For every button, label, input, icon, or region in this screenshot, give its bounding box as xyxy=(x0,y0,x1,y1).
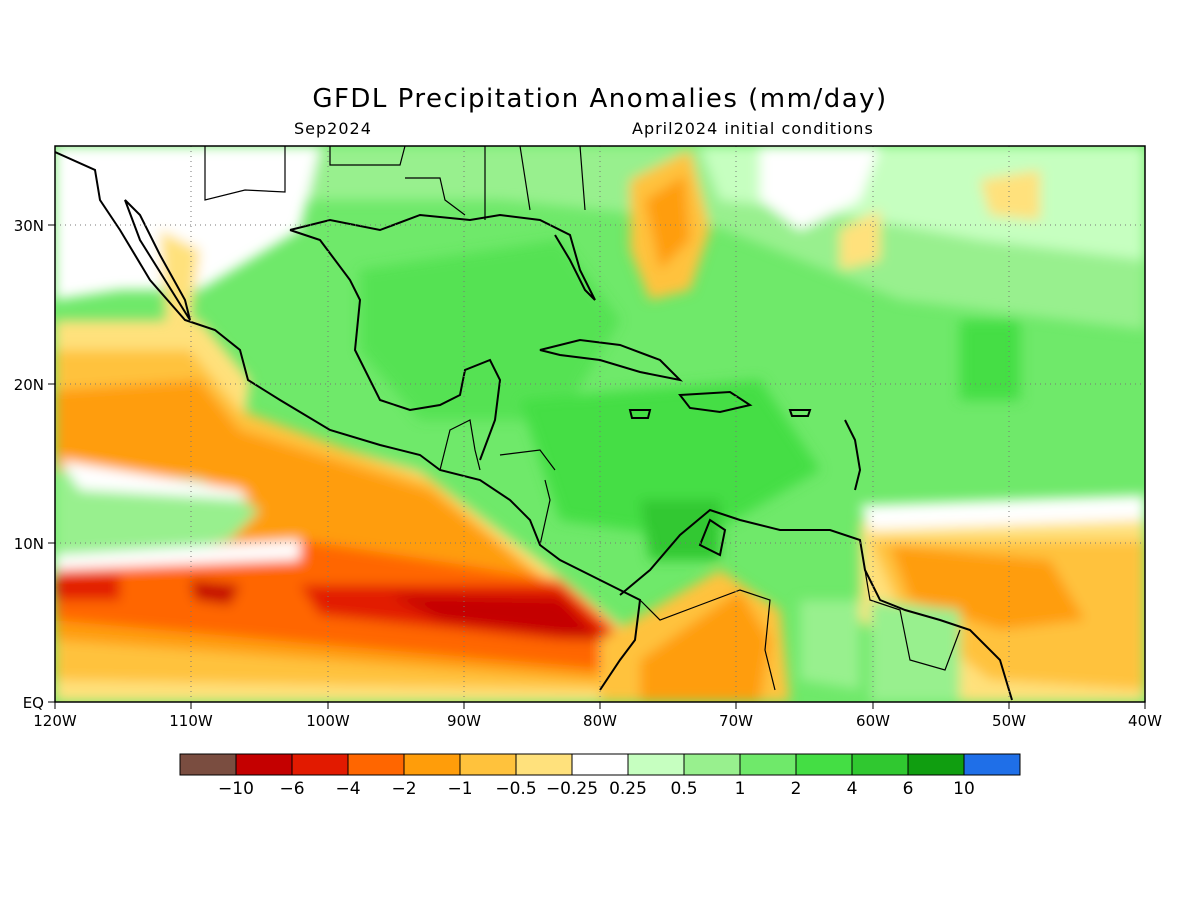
x-tick-label: 120W xyxy=(33,712,77,730)
colorbar-swatch xyxy=(347,753,405,776)
y-tick-label: EQ xyxy=(23,694,44,712)
colorbar-swatch xyxy=(963,753,1021,776)
colorbar: −10 −6 −4 −2 −1 −0.5 −0.25 0.25 0.5 1 2 4 6 10 xyxy=(179,753,1021,799)
y-tick-label: 30N xyxy=(14,217,44,235)
colorbar-label: 1 xyxy=(735,779,746,799)
y-tick-label: 10N xyxy=(14,535,44,553)
colorbar-swatch xyxy=(291,753,349,776)
coastlines xyxy=(55,151,1013,701)
colorbar-label: 4 xyxy=(847,779,858,799)
colorbar-label: −4 xyxy=(335,779,360,799)
map-title: GFDL Precipitation Anomalies (mm/day) xyxy=(312,84,888,114)
colorbar-label: −0.25 xyxy=(546,779,598,799)
colorbar-label: −6 xyxy=(279,779,304,799)
longitude-axis: 120W 110W 100W 90W 80W 70W 60W 50W 40W xyxy=(33,702,1162,730)
colorbar-swatch xyxy=(571,753,629,776)
latitude-axis: EQ 10N 20N 30N xyxy=(14,217,55,712)
colorbar-label: 6 xyxy=(903,779,914,799)
colorbar-swatch xyxy=(627,753,685,776)
colorbar-swatch xyxy=(683,753,741,776)
colorbar-swatch xyxy=(515,753,573,776)
colorbar-label: 2 xyxy=(791,779,802,799)
x-tick-label: 40W xyxy=(1128,712,1162,730)
colorbar-swatch xyxy=(235,753,293,776)
x-tick-label: 70W xyxy=(719,712,753,730)
x-tick-label: 90W xyxy=(447,712,481,730)
colorbar-label: 0.25 xyxy=(609,779,647,799)
colorbar-label: −1 xyxy=(447,779,472,799)
colorbar-label: 0.5 xyxy=(670,779,697,799)
x-tick-label: 110W xyxy=(169,712,213,730)
borders xyxy=(204,146,961,691)
colorbar-label: −2 xyxy=(391,779,416,799)
colorbar-label: 10 xyxy=(953,779,975,799)
colorbar-swatch xyxy=(851,753,909,776)
y-tick-label: 20N xyxy=(14,376,44,394)
colorbar-swatch xyxy=(403,753,461,776)
colorbar-label: −0.5 xyxy=(495,779,536,799)
anomaly-field xyxy=(55,146,1145,702)
initial-conditions-label: April2024 initial conditions xyxy=(632,119,874,138)
colorbar-swatch xyxy=(739,753,797,776)
x-tick-label: 100W xyxy=(306,712,350,730)
x-tick-label: 80W xyxy=(583,712,617,730)
x-tick-label: 60W xyxy=(856,712,890,730)
colorbar-swatch xyxy=(179,753,237,776)
colorbar-swatch xyxy=(907,753,965,776)
x-tick-label: 50W xyxy=(992,712,1026,730)
colorbar-swatch xyxy=(459,753,517,776)
lat-lon-grid xyxy=(55,146,1145,702)
colorbar-swatch xyxy=(795,753,853,776)
forecast-month: Sep2024 xyxy=(294,119,372,138)
colorbar-label: −10 xyxy=(218,779,254,799)
